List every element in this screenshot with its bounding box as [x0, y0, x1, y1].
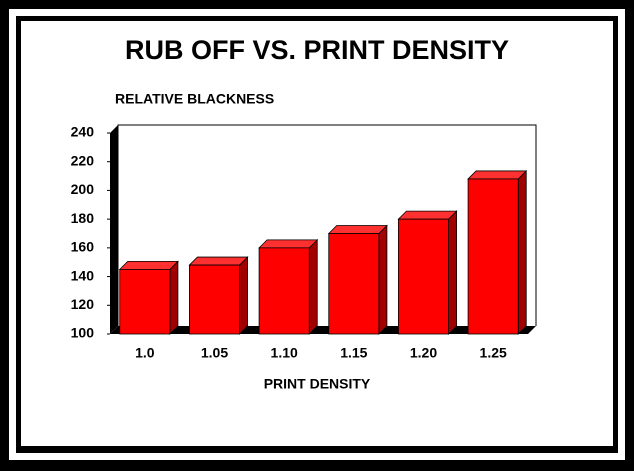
y-tick-label: 240: [71, 124, 95, 140]
bar-front: [467, 178, 519, 335]
x-tick-label: 1.20: [410, 345, 437, 361]
bar-top: [118, 260, 179, 270]
bar-side: [308, 238, 318, 335]
x-tick-label: 1.25: [480, 345, 507, 361]
x-tick-label: 1.10: [271, 345, 298, 361]
bar: [397, 210, 458, 335]
bar: [188, 256, 249, 335]
x-tick-label: 1.15: [340, 345, 367, 361]
x-tick-label: 1.0: [135, 345, 155, 361]
bar-front: [398, 218, 449, 335]
y-tick-label: 120: [71, 296, 95, 312]
bar-side: [517, 169, 527, 335]
bar-top: [258, 239, 319, 249]
y-tick-label: 100: [71, 325, 95, 341]
y-tick-label: 180: [71, 210, 95, 226]
bar-top: [327, 225, 388, 234]
bar-side: [239, 256, 248, 335]
bar-top: [467, 170, 528, 180]
bar: [467, 169, 528, 335]
y-tick-label: 200: [71, 181, 95, 197]
x-axis-label: PRINT DENSITY: [264, 376, 371, 392]
bar-side: [448, 210, 457, 335]
bar-top: [397, 210, 458, 220]
bar: [118, 260, 179, 335]
bar-front: [258, 247, 310, 335]
chart-title: RUB OFF VS. PRINT DENSITY: [125, 35, 509, 65]
bar: [327, 224, 388, 335]
bar-top: [188, 256, 249, 266]
left-wall: [110, 125, 118, 334]
bar-front: [189, 264, 240, 335]
bar-side: [378, 224, 388, 335]
y-tick-label: 220: [71, 152, 95, 168]
bar-front: [119, 268, 171, 335]
bar: [258, 238, 319, 335]
bar-front: [328, 233, 380, 335]
bar-side: [169, 260, 179, 335]
y-axis-label: RELATIVE BLACKNESS: [115, 91, 274, 107]
x-tick-label: 1.05: [201, 345, 228, 361]
y-tick-label: 160: [71, 239, 95, 255]
y-tick-label: 140: [71, 267, 95, 283]
